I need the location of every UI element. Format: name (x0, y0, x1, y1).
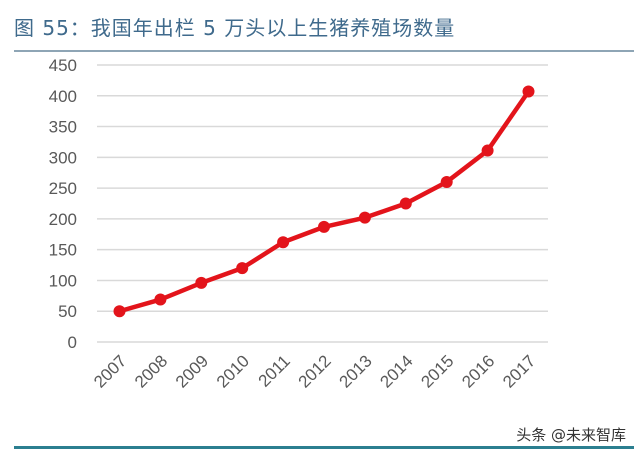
y-tick-label: 0 (68, 333, 77, 352)
y-tick-label: 150 (49, 241, 77, 260)
y-tick-label: 400 (49, 87, 77, 106)
series-line (118, 90, 531, 314)
data-point-2010 (236, 262, 249, 275)
x-tick-label: 2011 (255, 351, 294, 390)
data-point-2012 (318, 220, 330, 233)
data-point-2009 (195, 276, 208, 289)
x-tick-label: 2017 (499, 351, 539, 391)
y-tick-label: 200 (49, 210, 77, 229)
chart-title: 图 55：我国年出栏 5 万头以上生猪养殖场数量 (14, 16, 456, 40)
x-tick-label: 2010 (213, 351, 253, 391)
data-point-2013 (358, 211, 371, 224)
y-tick-label: 300 (49, 148, 77, 167)
x-tick-label: 2008 (131, 351, 171, 391)
y-tick-label: 250 (49, 179, 77, 198)
data-point-2008 (154, 293, 167, 306)
y-tick-label: 450 (49, 56, 77, 75)
y-tick-label: 50 (58, 302, 77, 321)
bottom-divider (14, 446, 634, 449)
data-point-2017 (522, 85, 535, 98)
x-tick-label: 2014 (376, 351, 416, 391)
x-tick-label: 2013 (336, 351, 376, 391)
x-tick-label: 2009 (172, 351, 212, 391)
x-tick-label: 2015 (417, 351, 457, 391)
x-tick-label: 2007 (90, 351, 130, 391)
y-tick-label: 100 (49, 271, 77, 290)
data-point-2015 (440, 175, 453, 188)
data-point-2016 (481, 144, 494, 157)
y-tick-label: 350 (49, 118, 77, 137)
x-tick-label: 2016 (458, 351, 498, 391)
watermark: 头条 @未来智库 (516, 426, 626, 444)
title-divider (14, 50, 634, 52)
data-point-2011 (277, 236, 290, 249)
data-point-2007 (113, 305, 126, 318)
data-point-2014 (399, 197, 412, 210)
x-tick-label: 2012 (295, 351, 335, 391)
